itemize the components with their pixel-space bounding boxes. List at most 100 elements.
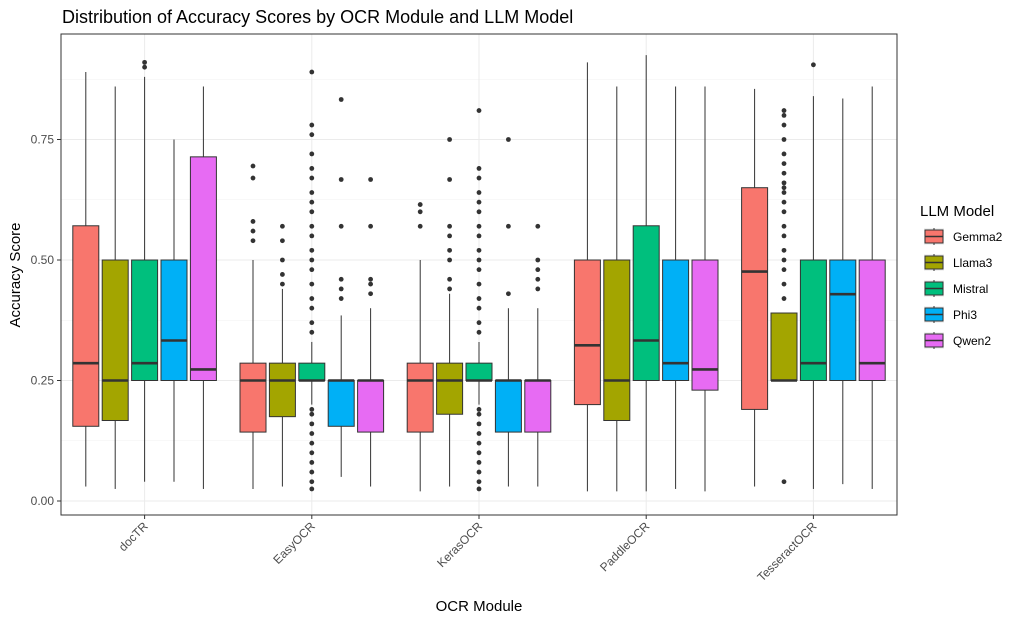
outlier-point	[476, 460, 482, 465]
y-tick-label: 0.00	[31, 494, 55, 508]
box-gemma2-doctr	[72, 72, 100, 487]
y-axis: 0.00 0.25 0.50 0.75	[31, 133, 61, 508]
outlier-point	[476, 440, 482, 446]
outlier-point	[476, 267, 482, 273]
legend-item-qwen2: Qwen2	[924, 332, 991, 349]
legend-label: Phi3	[953, 308, 977, 322]
outlier-point	[142, 64, 148, 70]
outlier-point	[781, 190, 787, 195]
box-llama3-kerasocr	[436, 137, 464, 487]
box-phi3-kerasocr	[494, 137, 522, 487]
outlier-point	[781, 296, 787, 301]
box-body	[298, 362, 326, 382]
outlier-point	[250, 175, 256, 181]
outlier-point	[781, 233, 787, 239]
box-body	[72, 225, 100, 427]
box-phi3-doctr	[160, 139, 188, 482]
outlier-point	[280, 238, 285, 244]
outlier-point	[447, 276, 452, 282]
outlier-point	[476, 407, 482, 412]
box-body	[436, 362, 464, 415]
outlier-point	[447, 247, 452, 253]
box-phi3-paddleocr	[662, 86, 690, 489]
outlier-point	[309, 166, 315, 171]
box-mistral-kerasocr	[465, 108, 493, 492]
outlier-point	[368, 177, 373, 182]
box-body	[406, 362, 434, 433]
outlier-point	[535, 223, 541, 229]
legend-label: Llama3	[953, 256, 993, 270]
box-body	[327, 380, 355, 427]
box-llama3-doctr	[101, 86, 129, 489]
legend-title: LLM Model	[920, 203, 994, 220]
outlier-point	[280, 257, 285, 263]
outlier-point	[781, 137, 787, 142]
outlier-point	[781, 113, 787, 118]
box-mistral-easyocr	[298, 69, 326, 492]
box-qwen2-easyocr	[357, 177, 385, 487]
outlier-point	[309, 407, 315, 412]
outlier-point	[535, 276, 541, 282]
outlier-point	[476, 281, 482, 287]
y-axis-title: Accuracy Score	[7, 222, 24, 327]
box-phi3-easyocr	[327, 97, 355, 477]
outlier-point	[476, 431, 482, 436]
outlier-point	[476, 305, 482, 311]
outlier-point	[781, 223, 787, 229]
box-body	[131, 259, 159, 381]
outlier-point	[309, 329, 315, 335]
outlier-point	[417, 202, 423, 207]
series-mistral	[131, 55, 827, 492]
outlier-point	[309, 122, 315, 128]
outlier-point	[309, 450, 315, 456]
outlier-point	[250, 238, 256, 244]
outlier-point	[250, 163, 256, 169]
outlier-point	[535, 286, 541, 292]
outlier-point	[811, 62, 816, 68]
outlier-point	[309, 296, 315, 301]
outlier-point	[280, 223, 285, 229]
box-series	[72, 55, 886, 492]
box-body	[799, 259, 827, 381]
outlier-point	[781, 122, 787, 128]
outlier-point	[781, 281, 787, 287]
outlier-point	[506, 291, 511, 297]
box-body	[858, 259, 886, 381]
outlier-point	[280, 281, 285, 287]
box-mistral-doctr	[131, 59, 159, 482]
outlier-point	[309, 460, 315, 465]
box-body	[160, 259, 188, 381]
outlier-point	[447, 223, 452, 229]
outlier-point	[309, 281, 315, 287]
outlier-point	[309, 486, 315, 492]
y-tick-label: 0.75	[31, 133, 55, 147]
outlier-point	[447, 286, 452, 292]
outlier-point	[142, 59, 148, 65]
outlier-point	[476, 411, 482, 417]
outlier-point	[309, 469, 315, 475]
outlier-point	[476, 190, 482, 195]
legend: LLM Model Gemma2 Llama3 Mistral Phi3 Qwen2	[920, 203, 1003, 349]
outlier-point	[781, 108, 787, 113]
outlier-point	[309, 190, 315, 195]
outlier-point	[476, 233, 482, 239]
outlier-point	[417, 209, 423, 215]
outlier-point	[368, 281, 373, 287]
outlier-point	[338, 223, 344, 229]
outlier-point	[476, 329, 482, 335]
outlier-point	[476, 223, 482, 229]
box-body	[239, 362, 267, 433]
legend-label: Gemma2	[953, 230, 1003, 244]
y-tick-label: 0.25	[31, 374, 55, 388]
outlier-point	[476, 166, 482, 171]
outlier-point	[309, 223, 315, 229]
box-body	[573, 259, 601, 406]
box-body	[829, 259, 857, 381]
y-tick-label: 0.50	[31, 253, 55, 267]
outlier-point	[309, 479, 315, 485]
box-body	[268, 362, 296, 418]
box-body	[494, 380, 522, 433]
outlier-point	[535, 257, 541, 263]
legend-item-phi3: Phi3	[924, 306, 977, 323]
